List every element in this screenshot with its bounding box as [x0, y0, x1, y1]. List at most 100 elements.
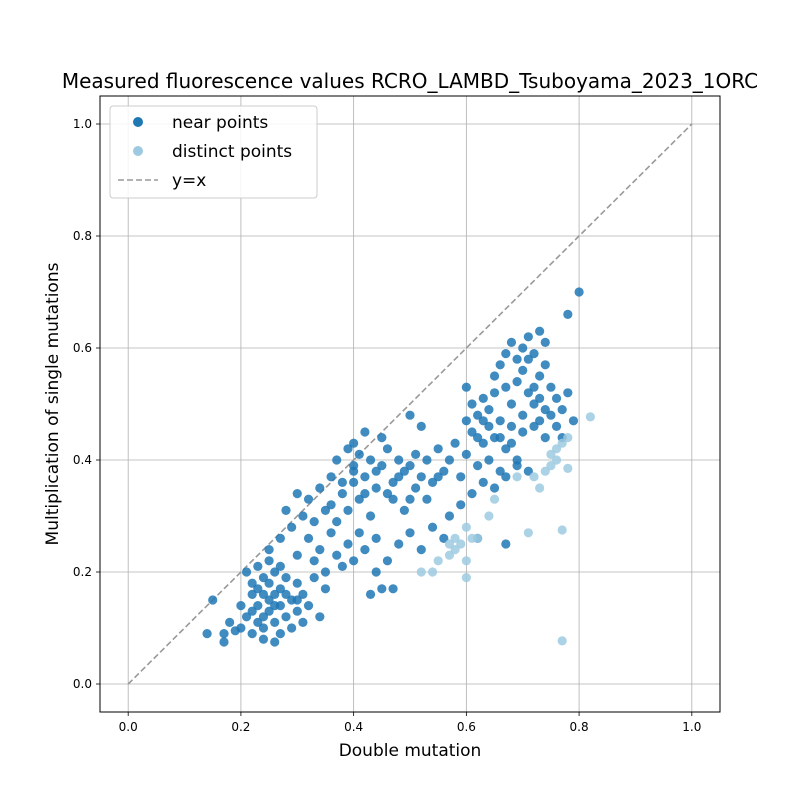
point-near-points	[427, 477, 438, 487]
point-near-points	[523, 332, 533, 342]
point-near-points	[275, 629, 285, 639]
point-near-points	[478, 393, 488, 403]
point-near-points	[298, 589, 308, 600]
x-tick-label: 0.0	[119, 720, 138, 734]
chart-title: Measured fluorescence values RCRO_LAMBD_…	[62, 69, 758, 93]
point-near-points	[287, 623, 297, 633]
point-near-points	[546, 382, 556, 392]
point-distinct-points	[546, 449, 556, 459]
y-axis-label: Multiplication of single mutations	[43, 262, 63, 545]
point-near-points	[388, 584, 398, 594]
reference-line-group	[127, 123, 693, 685]
point-near-points	[236, 601, 246, 611]
point-distinct-points	[444, 539, 455, 549]
legend-entry-distinct-points: distinct points	[133, 142, 292, 162]
point-near-points	[225, 617, 235, 628]
legend-entry-near-points: near points	[133, 113, 268, 133]
point-near-points	[399, 466, 409, 476]
point-near-points	[326, 472, 336, 482]
point-near-points	[303, 494, 314, 504]
ticks: 0.0 0.2 0.4 0.6 0.8 1.0 0.0 0.2 0.4 0.6 0.8 1.0	[73, 117, 701, 734]
point-near-points	[489, 388, 500, 398]
point-near-points	[411, 483, 421, 493]
point-near-points	[270, 637, 280, 647]
point-near-points	[354, 494, 364, 504]
point-near-points	[512, 461, 522, 471]
point-near-points	[518, 427, 528, 437]
point-near-points	[264, 606, 274, 616]
x-axis-label: Double mutation	[339, 741, 482, 761]
point-near-points	[270, 567, 280, 577]
point-near-points	[292, 606, 302, 616]
point-near-points	[270, 617, 280, 628]
point-near-points	[568, 416, 579, 426]
point-near-points	[320, 505, 331, 515]
point-near-points	[439, 533, 449, 544]
point-near-points	[309, 573, 319, 583]
point-distinct-points	[484, 511, 494, 521]
reference-line-yx	[127, 123, 693, 685]
point-near-points	[270, 589, 280, 600]
legend-label-distinct-points: distinct points	[172, 142, 292, 162]
point-near-points	[563, 309, 573, 319]
point-near-points	[275, 584, 285, 594]
points-group	[202, 287, 595, 647]
legend-marker-distinct-points	[133, 146, 143, 156]
point-near-points	[399, 505, 409, 515]
point-near-points	[303, 533, 314, 544]
point-near-points	[461, 382, 471, 392]
point-near-points	[540, 405, 550, 415]
point-near-points	[444, 511, 455, 521]
point-distinct-points	[557, 636, 567, 646]
point-near-points	[326, 528, 336, 538]
point-near-points	[236, 623, 246, 633]
point-near-points	[377, 461, 387, 471]
point-near-points	[349, 477, 359, 487]
y-tick-label: 0.6	[73, 341, 92, 355]
legend-label-near-points: near points	[172, 113, 268, 133]
legend-marker-near-points	[133, 117, 143, 127]
point-near-points	[360, 545, 370, 555]
point-near-points	[247, 629, 257, 639]
point-distinct-points	[557, 438, 567, 448]
legend: near points distinct points y=x	[109, 105, 318, 199]
point-distinct-points	[512, 472, 522, 482]
point-near-points	[411, 449, 421, 459]
legend-label-yx: y=x	[172, 171, 206, 191]
y-tick-label: 0.8	[73, 229, 92, 243]
point-near-points	[501, 382, 511, 392]
point-near-points	[484, 455, 494, 465]
point-near-points	[478, 416, 488, 426]
point-near-points	[529, 421, 539, 431]
point-near-points	[422, 494, 432, 504]
point-near-points	[467, 399, 477, 409]
point-near-points	[501, 472, 511, 482]
point-near-points	[557, 405, 567, 415]
point-near-points	[264, 578, 274, 588]
point-near-points	[371, 466, 381, 476]
point-near-points	[292, 578, 302, 588]
point-near-points	[343, 539, 353, 549]
point-near-points	[529, 399, 539, 409]
point-near-points	[320, 567, 331, 577]
point-near-points	[349, 556, 359, 566]
point-near-points	[523, 466, 533, 476]
point-near-points	[287, 522, 297, 532]
point-near-points	[512, 377, 522, 387]
point-near-points	[343, 444, 353, 454]
point-near-points	[467, 489, 477, 499]
point-near-points	[270, 601, 280, 611]
point-near-points	[422, 455, 432, 465]
y-tick-label: 0.0	[73, 677, 92, 691]
point-near-points	[506, 421, 517, 431]
point-near-points	[540, 360, 550, 370]
point-near-points	[354, 528, 364, 538]
point-near-points	[535, 416, 545, 426]
point-distinct-points	[540, 466, 550, 476]
point-near-points	[258, 573, 269, 583]
point-near-points	[506, 337, 517, 347]
point-distinct-points	[416, 567, 426, 577]
point-distinct-points	[563, 463, 573, 473]
point-near-points	[405, 528, 415, 538]
point-near-points	[551, 393, 562, 403]
